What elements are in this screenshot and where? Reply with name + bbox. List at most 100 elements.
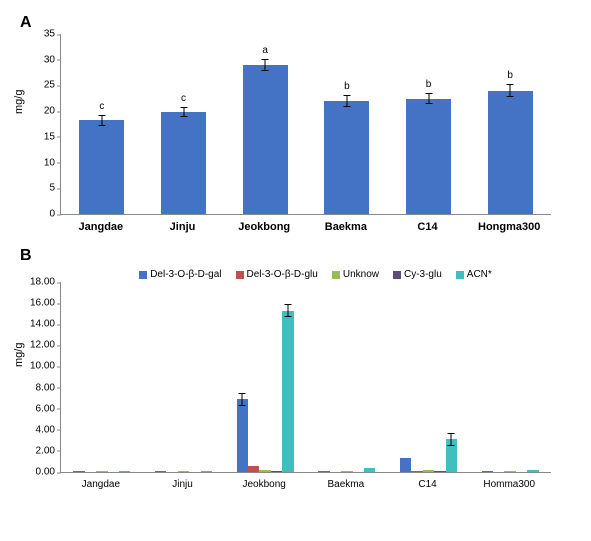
bar (423, 470, 434, 472)
bar-group (61, 282, 143, 472)
significance-label: b (406, 79, 451, 90)
legend-swatch (393, 271, 401, 279)
chart-a-x-labels: JangdaeJinjuJeokbongBaekmaC14Hongma300 (60, 215, 550, 233)
bar (411, 471, 422, 472)
y-tick: 0 (11, 209, 61, 220)
bar (364, 468, 375, 472)
legend-item: ACN* (456, 269, 492, 280)
bar: b (488, 91, 533, 214)
legend-swatch (236, 271, 244, 279)
x-label: C14 (387, 473, 469, 490)
bar (271, 471, 282, 472)
legend-item: Del-3-O-β-D-gal (139, 269, 221, 280)
bar-group: b (469, 34, 551, 214)
bar-group (143, 282, 225, 472)
bar-group (469, 282, 551, 472)
bar (434, 471, 445, 472)
x-label: C14 (387, 215, 469, 233)
legend-item: Unknow (332, 269, 379, 280)
bar-group (306, 282, 388, 472)
y-tick: 2.00 (11, 445, 61, 456)
chart-a: 05101520253035mg/gccabbb (60, 34, 551, 215)
bar: b (324, 101, 369, 214)
error-bar (346, 95, 347, 106)
bar-group: c (61, 34, 143, 214)
bar-group: b (388, 34, 470, 214)
y-tick: 8.00 (11, 382, 61, 393)
y-tick: 0.00 (11, 467, 61, 478)
bar: b (406, 99, 451, 214)
error-bar (451, 433, 452, 446)
bar (201, 471, 212, 472)
significance-label: b (324, 81, 369, 92)
bar: a (243, 65, 288, 214)
significance-label: a (243, 45, 288, 56)
legend-item: Del-3-O-β-D-glu (236, 269, 318, 280)
bar (318, 471, 329, 472)
x-label: Homma300 (468, 473, 550, 490)
y-tick: 30 (11, 54, 61, 65)
bar: c (79, 120, 124, 214)
y-tick: 14.00 (11, 319, 61, 330)
x-label: Jeokbong (223, 215, 305, 233)
bar (482, 471, 493, 472)
legend-label: Cy-3-glu (404, 269, 442, 280)
legend-swatch (332, 271, 340, 279)
legend-swatch (139, 271, 147, 279)
significance-label: c (161, 93, 206, 104)
x-label: Baekma (305, 215, 387, 233)
y-tick: 10 (11, 157, 61, 168)
chart-b-x-labels: JangdaeJinjuJeokbongBaekmaC14Homma300 (60, 473, 550, 490)
legend-label: Del-3-O-β-D-gal (150, 269, 221, 280)
legend-label: Del-3-O-β-D-glu (247, 269, 318, 280)
bar: c (161, 112, 206, 214)
y-tick: 6.00 (11, 403, 61, 414)
bar (259, 470, 270, 472)
bar-group: a (224, 34, 306, 214)
legend-label: ACN* (467, 269, 492, 280)
y-tick: 16.00 (11, 298, 61, 309)
y-tick: 5 (11, 183, 61, 194)
bar (341, 471, 352, 472)
bar (119, 471, 130, 472)
bar (504, 471, 515, 472)
x-label: Hongma300 (468, 215, 550, 233)
x-label: Jeokbong (223, 473, 305, 490)
bar (237, 399, 248, 472)
bar (248, 466, 259, 472)
significance-label: c (79, 101, 124, 112)
y-tick: 15 (11, 131, 61, 142)
bar (446, 439, 457, 472)
bar-group (388, 282, 470, 472)
y-axis-label: mg/g (13, 90, 25, 114)
x-label: Jinju (142, 473, 224, 490)
error-bar (288, 304, 289, 317)
chart-b: 0.002.004.006.008.0010.0012.0014.0016.00… (60, 282, 551, 473)
bar-group: b (306, 34, 388, 214)
error-bar (101, 115, 102, 125)
x-label: Jangdae (60, 473, 142, 490)
bar (73, 471, 84, 472)
error-bar (265, 59, 266, 71)
y-tick: 4.00 (11, 424, 61, 435)
bar (282, 311, 293, 473)
x-label: Baekma (305, 473, 387, 490)
panel-b-label: B (20, 247, 581, 265)
x-label: Jangdae (60, 215, 142, 233)
y-tick: 35 (11, 29, 61, 40)
error-bar (510, 84, 511, 96)
bar (155, 471, 166, 472)
bar (178, 471, 189, 472)
panel-a-label: A (20, 14, 581, 32)
legend-item: Cy-3-glu (393, 269, 442, 280)
error-bar (428, 93, 429, 104)
bar (527, 470, 538, 472)
legend-label: Unknow (343, 269, 379, 280)
bar-group (224, 282, 306, 472)
x-label: Jinju (142, 215, 224, 233)
bar (400, 458, 411, 472)
chart-b-legend: Del-3-O-β-D-gal Del-3-O-β-D-glu Unknow Cy-3… (50, 269, 581, 280)
y-tick: 18.00 (11, 277, 61, 288)
y-axis-label: mg/g (13, 343, 25, 367)
error-bar (242, 393, 243, 406)
